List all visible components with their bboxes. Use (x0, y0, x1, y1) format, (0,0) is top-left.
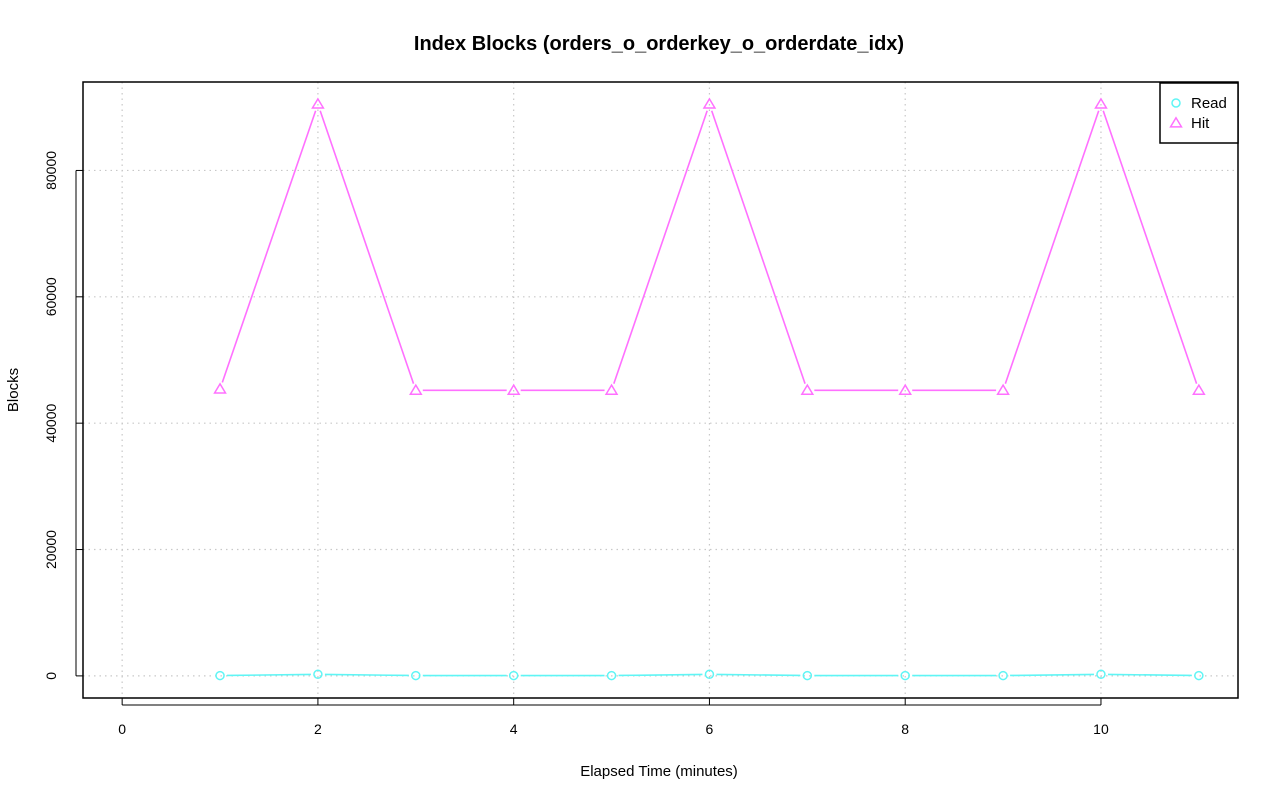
series-hit-segment (710, 110, 806, 384)
series-read-point (802, 670, 813, 681)
series-hit-point (702, 97, 717, 109)
series-read-segment (324, 673, 409, 677)
legend-hit-label: Hit (1191, 115, 1210, 132)
series-hit-point (800, 383, 815, 395)
series-read (215, 669, 1204, 681)
series-hit-segment (221, 110, 317, 383)
x-tick-label: 4 (510, 721, 518, 737)
series-hit-point (1192, 383, 1206, 395)
x-axis: 0 2 4 6 8 10 (118, 698, 1109, 737)
series-read-point (1096, 669, 1106, 680)
x-tick-label: 6 (706, 721, 714, 737)
plot-series (213, 97, 1206, 681)
legend-read-label: Read (1191, 95, 1227, 112)
x-tick-label: 8 (901, 721, 909, 737)
series-read-point (411, 670, 421, 681)
y-axis-label: Blocks (5, 368, 22, 412)
y-tick-label: 40000 (43, 403, 59, 442)
series-hit-point (604, 383, 619, 395)
series-hit-segment (319, 110, 415, 384)
series-hit-point (898, 383, 912, 395)
legend-hit-marker (1169, 116, 1183, 128)
series-hit (213, 97, 1206, 395)
y-tick-label: 0 (43, 672, 59, 680)
series-read-point (704, 669, 715, 680)
series-hit-point (1094, 97, 1108, 109)
plot-frame (82, 81, 1239, 699)
x-tick-label: 2 (314, 721, 322, 737)
y-tick-label: 20000 (43, 530, 59, 569)
series-read-point (1194, 670, 1204, 681)
series-read-point (606, 670, 617, 681)
y-axis: 0 20000 40000 60000 80000 (43, 151, 83, 680)
series-hit-point (213, 382, 227, 394)
series-read-segment (1010, 673, 1094, 677)
series-hit-point (409, 383, 423, 395)
series-read-point (313, 669, 323, 680)
series-read-point (215, 670, 225, 681)
series-read-point (998, 670, 1008, 681)
series-read-segment (227, 673, 311, 677)
series-hit-segment (613, 110, 708, 384)
series-hit-point (506, 383, 521, 395)
x-axis-label: Elapsed Time (minutes) (580, 763, 738, 780)
series-read-point (900, 670, 910, 681)
series-read-point (508, 670, 519, 681)
series-hit-segment (1004, 110, 1100, 384)
legend-read-marker (1171, 98, 1181, 108)
series-hit-point (996, 383, 1010, 395)
series-hit-point (311, 97, 325, 109)
series-read-segment (618, 673, 703, 677)
series-hit-segment (1102, 110, 1198, 384)
series-read-segment (716, 673, 801, 677)
legend-box (1159, 82, 1239, 144)
y-tick-label: 80000 (43, 151, 59, 190)
chart-title: Index Blocks (orders_o_orderkey_o_orderd… (414, 33, 904, 55)
legend: Read Hit (1159, 82, 1239, 144)
y-tick-label: 60000 (43, 277, 59, 316)
x-tick-label: 0 (118, 721, 126, 737)
series-read-segment (1107, 673, 1192, 677)
x-tick-label: 10 (1093, 721, 1109, 737)
grid-lines (83, 82, 1238, 698)
